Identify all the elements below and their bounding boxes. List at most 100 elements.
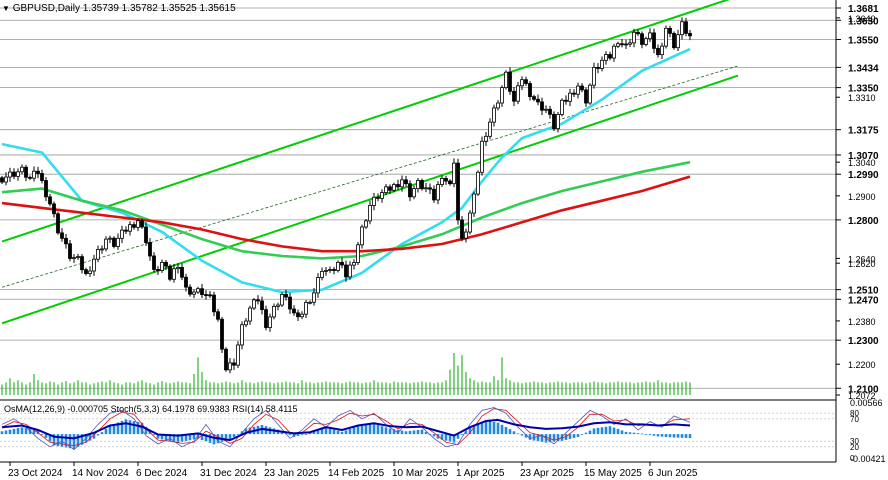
candle-body: [492, 107, 496, 123]
candle-body: [564, 99, 568, 102]
osma-bar: [528, 434, 532, 440]
candle-body: [640, 33, 644, 45]
osma-bar: [392, 429, 396, 435]
candle-body: [100, 248, 104, 251]
moving-average-line: [1, 175, 691, 253]
indicator-tick-label: -0.00421: [850, 454, 886, 464]
osma-bar: [460, 434, 464, 435]
candle-body: [424, 187, 428, 190]
candle-body: [204, 294, 208, 296]
candle-body: [308, 301, 312, 304]
price-level-label: 1.2100: [848, 384, 879, 395]
price-tick-label: 1.3040: [848, 158, 876, 168]
candle-body: [304, 301, 308, 315]
osma-bar: [72, 434, 76, 449]
candle-body: [208, 294, 212, 297]
candle-body: [316, 277, 320, 294]
osma-bar: [404, 431, 408, 435]
osma-bar: [332, 429, 336, 435]
candle-body: [432, 188, 436, 201]
candle-body: [40, 173, 44, 181]
osma-bar: [408, 430, 412, 435]
osma-bar: [352, 427, 356, 435]
time-tick-label: 23 Apr 2025: [520, 468, 574, 479]
osma-bar: [668, 434, 672, 438]
price-tick-label: 1.3310: [848, 93, 876, 103]
candle-body: [672, 32, 676, 49]
candle-body: [124, 229, 128, 232]
osma-bar: [620, 430, 624, 435]
candle-body: [680, 21, 684, 36]
candle-body: [284, 294, 288, 298]
candle-body: [572, 92, 576, 95]
candle-body: [656, 48, 660, 56]
osma-bar: [372, 423, 376, 435]
osma-bar: [40, 433, 44, 435]
candle-body: [392, 184, 396, 191]
candle-body: [448, 180, 452, 185]
osma-bar: [300, 434, 304, 435]
osma-bar: [680, 434, 684, 438]
candle-body: [68, 243, 72, 259]
osma-bar: [604, 426, 608, 435]
candle-body: [244, 320, 248, 326]
channel-line: [1, 65, 739, 288]
osma-bar: [664, 434, 668, 437]
price-tick-label: 1.2900: [848, 192, 876, 202]
candle-body: [344, 264, 348, 278]
osma-bar: [36, 430, 40, 435]
osma-bar: [88, 434, 92, 441]
candle-body: [352, 262, 356, 266]
candle-body: [648, 32, 652, 40]
time-tick-label: 10 Mar 2025: [392, 468, 449, 479]
stoch-tick-label: 70: [850, 415, 859, 424]
candle-body: [364, 220, 368, 228]
time-tick-label: 23 Jan 2025: [264, 468, 319, 479]
candle-body: [556, 114, 560, 130]
candle-body: [252, 299, 256, 309]
osma-bar: [596, 427, 600, 435]
osma-bar: [588, 430, 592, 435]
osma-bar: [328, 428, 332, 435]
osma-bar: [44, 434, 48, 438]
osma-bar: [416, 430, 420, 435]
candle-body: [84, 269, 88, 274]
osma-bar: [140, 422, 144, 435]
osma-bar: [600, 427, 604, 435]
candle-body: [236, 344, 240, 366]
candle-body: [540, 101, 544, 111]
candle-body: [536, 98, 540, 103]
price-tick-label: 1.2072: [848, 391, 876, 401]
candle-body: [288, 296, 292, 310]
candle-body: [340, 261, 344, 266]
candlesticks: [0, 17, 692, 374]
candle-body: [144, 226, 148, 243]
candle-body: [264, 309, 268, 328]
candle-body: [268, 316, 272, 328]
candle-body: [72, 257, 76, 259]
candle-body: [620, 43, 624, 46]
time-tick-label: 31 Dec 2024: [200, 468, 257, 479]
osma-bar: [420, 429, 424, 435]
candle-body: [368, 205, 372, 222]
osma-bar: [4, 430, 8, 435]
candle-body: [12, 171, 16, 177]
candle-body: [132, 224, 136, 228]
candle-body: [684, 21, 688, 34]
osma-bar: [432, 434, 436, 437]
osma-bar: [124, 419, 128, 435]
candle-body: [624, 43, 628, 46]
osma-bar: [164, 434, 168, 441]
osma-bar: [312, 431, 316, 435]
candle-body: [212, 294, 216, 313]
candle-body: [4, 176, 8, 183]
osma-bar: [472, 425, 476, 435]
candle-body: [592, 67, 596, 86]
price-level-label: 1.3550: [848, 36, 879, 47]
osma-bar: [176, 434, 180, 443]
candle-body: [584, 89, 588, 104]
price-level-label: 1.2990: [848, 170, 879, 181]
osma-bar: [56, 434, 60, 447]
collapse-triangle-icon[interactable]: ▼: [2, 4, 10, 13]
